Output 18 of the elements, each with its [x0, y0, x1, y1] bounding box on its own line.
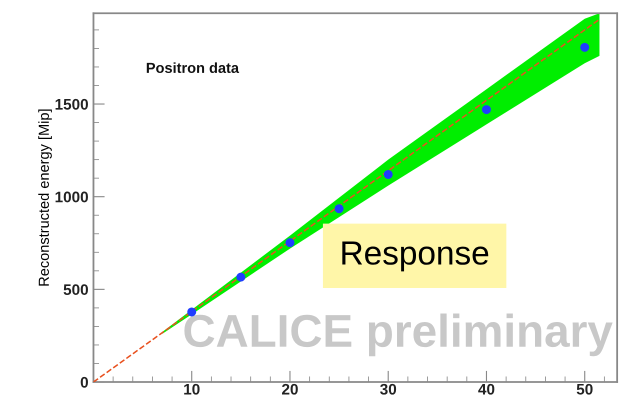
y-axis-title: Reconstructed energy [Mip] [38, 109, 52, 286]
y-tick-label: 1500 [56, 98, 88, 110]
x-tick-label: 10 [184, 384, 200, 395]
point [236, 272, 246, 282]
point [384, 170, 393, 179]
y-tick-label: 0 [80, 376, 88, 388]
point [482, 105, 491, 114]
point [334, 204, 344, 214]
y-tick-label: 500 [64, 284, 88, 296]
x-tick-label: 20 [282, 384, 298, 395]
annotation: Response [342, 242, 488, 272]
x-tick-label: 40 [478, 384, 494, 395]
y-tick-label: 1000 [56, 192, 88, 202]
point [285, 238, 294, 248]
point [580, 42, 590, 52]
annotation: Positron data [146, 62, 240, 74]
x-tick-label: 50 [576, 384, 593, 395]
x-tick-label: 30 [380, 384, 396, 395]
